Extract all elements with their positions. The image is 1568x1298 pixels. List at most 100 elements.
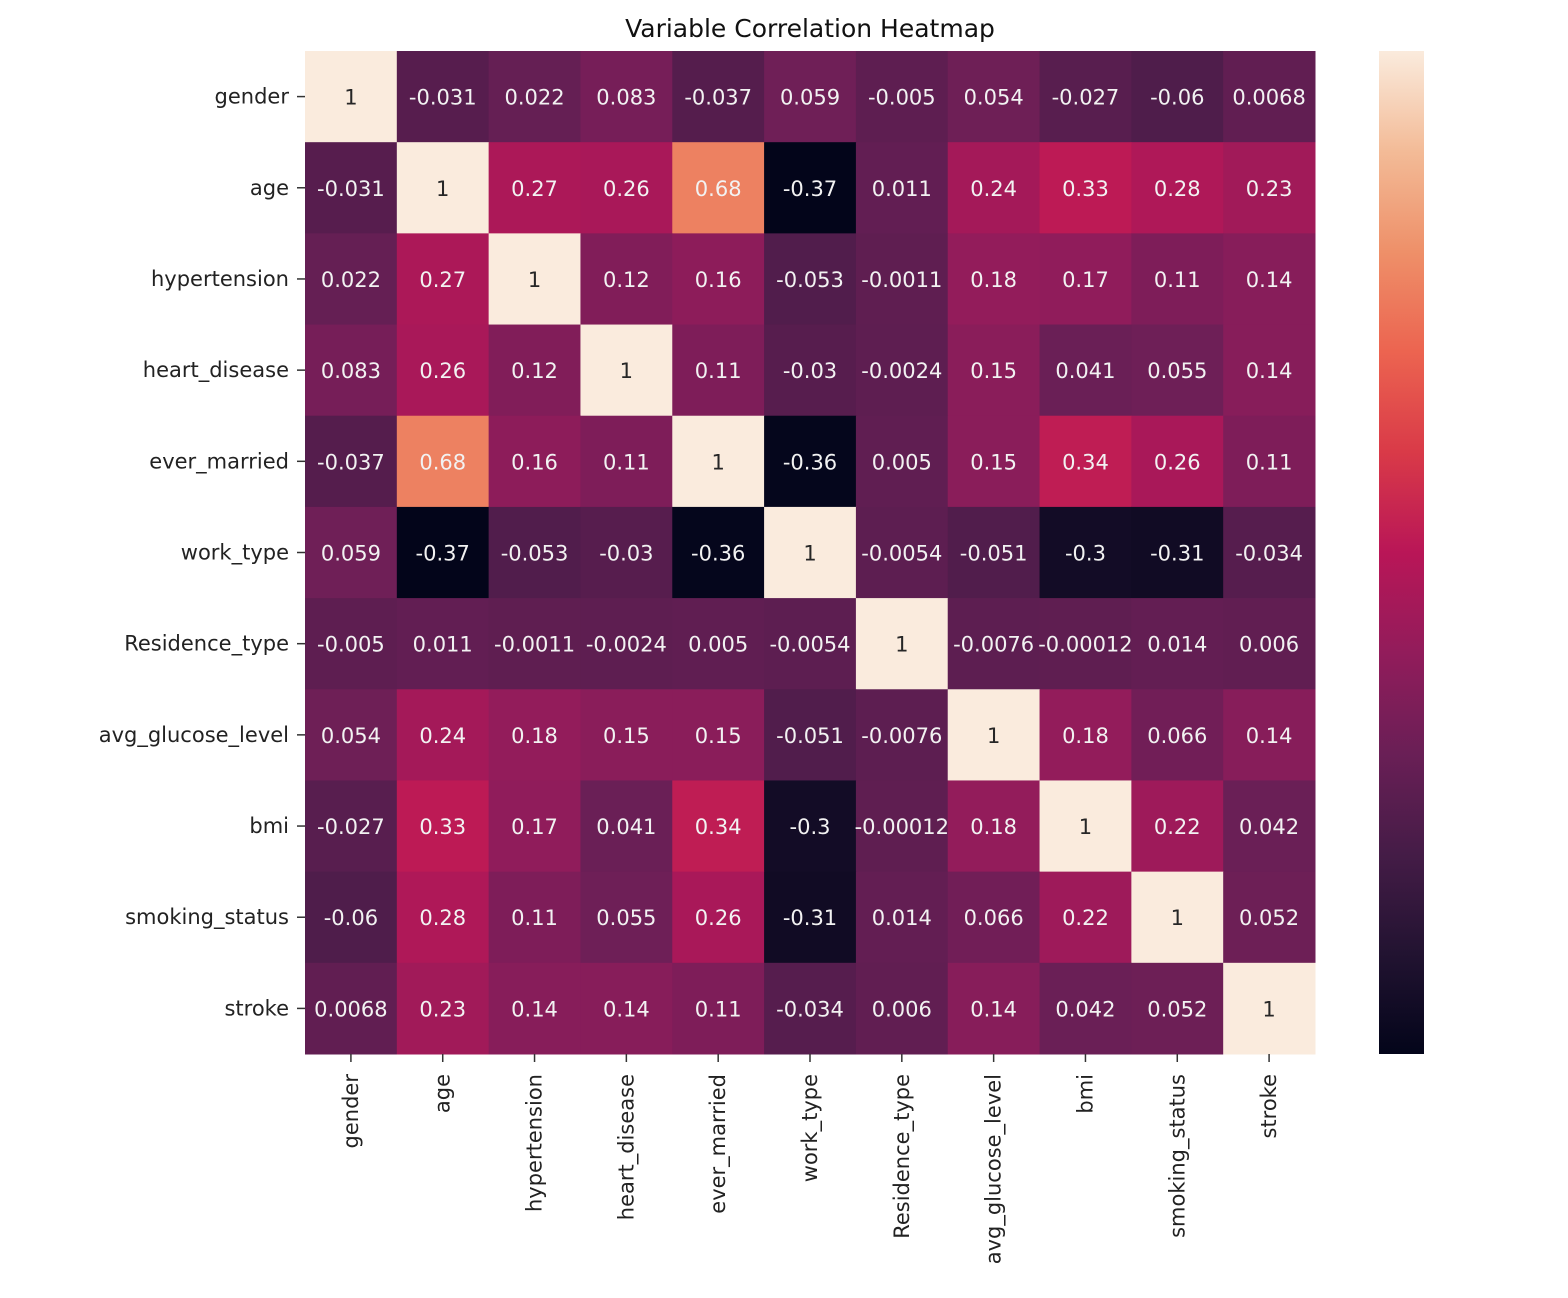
cell-value-label: -0.36: [783, 450, 837, 474]
heatmap-cell: [947, 142, 1041, 234]
cell-value-label: -0.0054: [769, 633, 850, 657]
heatmap-cell: [305, 233, 398, 326]
y-tick-label: avg_glucose_level: [99, 723, 289, 748]
cell-value-label: -0.06: [324, 906, 378, 930]
y-tick-label: gender: [215, 85, 290, 109]
heatmap-cell: [855, 962, 949, 1055]
heatmap-cell: [488, 598, 581, 690]
heatmap-cell: [764, 324, 857, 417]
cell-value-label: 0.066: [1147, 724, 1207, 748]
heatmap-cell: [947, 51, 1041, 143]
heatmap-cell: [580, 689, 673, 781]
heatmap-cell: [764, 871, 857, 964]
heatmap-cell: [947, 233, 1041, 326]
heatmap-cell: [672, 324, 765, 417]
y-axis-ticks: gender age hypertension heart_disease ever_m…: [99, 85, 305, 1020]
heatmap-cell: [764, 962, 857, 1055]
chart-title: Variable Correlation Heatmap: [625, 14, 995, 43]
heatmap-cell: [672, 689, 765, 781]
x-tick-label: stroke: [1257, 1074, 1281, 1139]
heatmap-cell: [1131, 871, 1224, 964]
heatmap-cell: [580, 598, 673, 690]
heatmap-cell: [396, 233, 490, 326]
heatmap-cell: [764, 51, 857, 143]
heatmap-cell: [947, 506, 1041, 599]
cell-value-label: 0.11: [695, 359, 742, 383]
cell-value-label: 0.15: [970, 359, 1017, 383]
heatmap-cell: [1131, 689, 1224, 781]
cell-value-label: -0.053: [776, 268, 844, 292]
heatmap-cell: [580, 962, 673, 1055]
heatmap-cell: [305, 506, 398, 599]
heatmap-cell: [305, 962, 398, 1055]
cell-value-label: -0.051: [776, 724, 844, 748]
heatmap-cell: [1039, 233, 1132, 326]
cell-value-label: -0.0076: [953, 633, 1034, 657]
heatmap-cell: [764, 415, 857, 508]
cell-value-label: -0.005: [317, 633, 385, 657]
heatmap-cell: [488, 506, 581, 599]
cell-value-label: 0.26: [1154, 450, 1201, 474]
y-tick-label: work_type: [181, 541, 289, 566]
heatmap-cell: [1131, 415, 1224, 508]
heatmap-cell: [488, 233, 581, 326]
y-tick-label: heart_disease: [143, 358, 289, 383]
y-tick-label: smoking_status: [125, 905, 289, 930]
cell-value-label: 0.0068: [1232, 86, 1305, 110]
cell-value-label: -0.31: [1150, 542, 1204, 566]
cell-value-label: 0.16: [695, 268, 742, 292]
cell-value-label: -0.0011: [861, 268, 942, 292]
heatmap-cell: [580, 324, 673, 417]
heatmap-cell: [764, 233, 857, 326]
cell-value-label: 0.14: [1246, 724, 1293, 748]
heatmap-cell: [855, 689, 949, 781]
cell-value-label: 0.24: [970, 177, 1017, 201]
heatmap-cell: [947, 871, 1041, 964]
cell-value-label: 0.12: [603, 268, 650, 292]
heatmap-cell: [672, 51, 765, 143]
heatmap-cell: [764, 689, 857, 781]
heatmap-cell: [764, 598, 857, 690]
heatmap-cell: [1223, 780, 1316, 873]
cell-value-label: 1: [1262, 997, 1275, 1021]
heatmap-cell: [1039, 506, 1132, 599]
cell-value-label: 0.23: [1246, 177, 1293, 201]
cell-value-label: 1: [620, 359, 633, 383]
heatmap-cell: [1131, 598, 1224, 690]
heatmap-cell: [764, 506, 857, 599]
heatmap-cell: [1223, 142, 1316, 234]
cell-value-label: 1: [895, 633, 908, 657]
heatmap-cell: [488, 962, 581, 1055]
cell-value-label: -0.0011: [494, 633, 575, 657]
heatmap-cell: [672, 598, 765, 690]
cell-value-label: 1: [803, 542, 816, 566]
cell-value-label: 0.0068: [314, 997, 387, 1021]
cell-value-label: 0.68: [419, 450, 466, 474]
x-axis-ticks: gender age hypertension heart_disease ever_m…: [339, 1054, 1281, 1264]
cell-value-label: 0.066: [964, 906, 1024, 930]
heatmap-cell: [1039, 962, 1132, 1055]
heatmap-cell: [1131, 233, 1224, 326]
heatmap-cell: [672, 142, 765, 234]
heatmap-cell: [1131, 506, 1224, 599]
cell-value-label: 0.059: [780, 86, 840, 110]
colorbar: [1379, 51, 1424, 1054]
heatmap-cell: [305, 871, 398, 964]
cell-value-label: 0.041: [596, 815, 656, 839]
x-tick-label: heart_disease: [614, 1074, 639, 1220]
cell-value-label: 0.14: [1246, 359, 1293, 383]
cell-value-label: 0.22: [1154, 815, 1201, 839]
cell-value-label: 1: [344, 86, 357, 110]
heatmap-cell: [947, 415, 1041, 508]
cell-value-label: 0.28: [1154, 177, 1201, 201]
cell-value-label: 0.052: [1147, 997, 1207, 1021]
heatmap-cell: [305, 689, 398, 781]
cell-value-label: 0.022: [504, 86, 564, 110]
heatmap-cell: [855, 598, 949, 690]
cell-value-label: 0.34: [1062, 450, 1109, 474]
heatmap-cell: [580, 233, 673, 326]
cell-value-label: -0.037: [317, 450, 385, 474]
heatmap-cell: [1039, 415, 1132, 508]
cell-value-label: 0.14: [511, 997, 558, 1021]
heatmap-cell: [580, 780, 673, 873]
